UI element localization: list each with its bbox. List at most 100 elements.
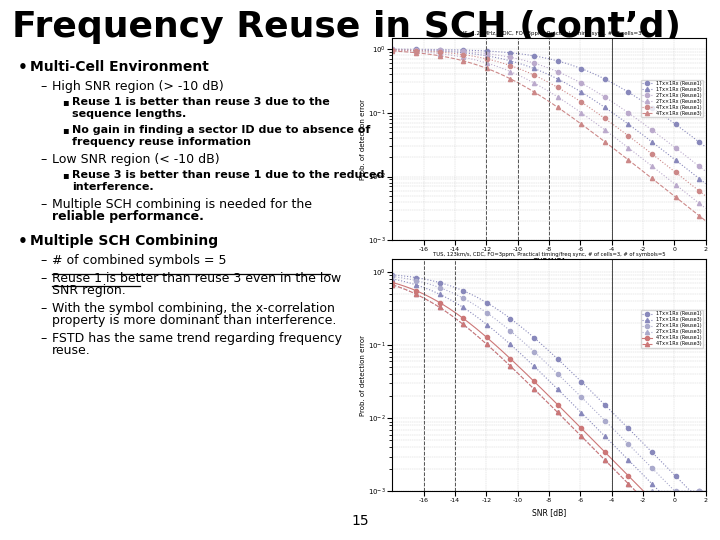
1Tx×1Rx (Reuse1) [388,272,397,278]
1Tx×1Rx (Reuse1) [675,476,683,483]
1Tx×1Rx (Reuse1) [400,273,409,279]
Text: Reuse 1 is better than reuse 3 due to the: Reuse 1 is better than reuse 3 due to th… [72,97,330,107]
Text: –: – [40,332,46,345]
Text: –: – [40,254,46,267]
Text: Multiple SCH combining is needed for the: Multiple SCH combining is needed for the [52,198,312,211]
4Tx×1Rx (Reuse1) [472,53,480,60]
2Tx×1Rx (Reuse3) [388,47,397,53]
Text: SNR region.: SNR region. [52,284,126,297]
Line: 4Tx×1Rx (Reuse3): 4Tx×1Rx (Reuse3) [390,49,708,223]
2Tx×1Rx (Reuse3) [685,193,694,199]
4Tx×1Rx (Reuse1) [662,510,670,517]
2Tx×1Rx (Reuse1) [472,49,480,56]
4Tx×1Rx (Reuse1) [676,510,685,517]
1Tx×1Rx (Reuse3) [675,159,683,166]
Text: Multi-Cell Environment: Multi-Cell Environment [30,60,209,74]
1Tx×1Rx (Reuse1) [400,46,409,52]
2Tx×1Rx (Reuse1) [407,276,415,283]
2Tx×1Rx (Reuse1) [687,488,696,495]
4Tx×1Rx (Reuse3) [407,289,415,295]
1Tx×1Rx (Reuse3) [388,46,397,53]
4Tx×1Rx (Reuse3) [407,49,415,56]
Text: interference.: interference. [72,182,153,192]
1Tx×1Rx (Reuse1) [472,47,480,53]
Line: 1Tx×1Rx (Reuse3): 1Tx×1Rx (Reuse3) [390,277,708,494]
4Tx×1Rx (Reuse3) [472,332,480,338]
Text: ▪: ▪ [62,170,68,180]
X-axis label: SNR[NB]: SNR[NB] [533,257,565,266]
Title: TUS, 123km/s, CDC, FO=3ppm, Practical timing/freq sync, # of cells=3, # of symbo: TUS, 123km/s, CDC, FO=3ppm, Practical ti… [433,252,665,258]
4Tx×1Rx (Reuse1) [685,180,694,187]
4Tx×1Rx (Reuse3) [400,286,409,293]
1Tx×1Rx (Reuse3) [685,168,694,174]
1Tx×1Rx (Reuse1) [407,46,415,52]
1Tx×1Rx (Reuse1) [701,144,710,150]
1Tx×1Rx (Reuse3) [472,51,480,57]
1Tx×1Rx (Reuse3) [407,46,415,53]
Line: 2Tx×1Rx (Reuse1): 2Tx×1Rx (Reuse1) [390,274,708,494]
1Tx×1Rx (Reuse1) [388,46,397,52]
4Tx×1Rx (Reuse1) [687,510,696,517]
Line: 4Tx×1Rx (Reuse1): 4Tx×1Rx (Reuse1) [390,48,708,198]
2Tx×1Rx (Reuse3) [446,312,455,318]
4Tx×1Rx (Reuse3) [388,48,397,54]
Text: –: – [40,302,46,315]
4Tx×1Rx (Reuse3) [676,510,685,517]
1Tx×1Rx (Reuse1) [687,488,696,495]
1Tx×1Rx (Reuse3) [400,46,409,53]
2Tx×1Rx (Reuse1) [675,147,683,154]
4Tx×1Rx (Reuse1) [388,46,397,53]
1Tx×1Rx (Reuse1) [446,46,455,53]
2Tx×1Rx (Reuse1) [407,46,415,53]
2Tx×1Rx (Reuse3) [472,332,480,338]
2Tx×1Rx (Reuse1) [400,275,409,281]
Line: 2Tx×1Rx (Reuse3): 2Tx×1Rx (Reuse3) [390,283,708,494]
Text: –: – [40,272,46,285]
Text: reliable performance.: reliable performance. [52,210,204,223]
4Tx×1Rx (Reuse3) [446,55,455,61]
1Tx×1Rx (Reuse3) [701,488,710,495]
Text: property is more dominant than interference.: property is more dominant than interfere… [52,314,336,327]
Text: High SNR region (> -10 dB): High SNR region (> -10 dB) [52,80,224,93]
Text: –: – [40,153,46,166]
1Tx×1Rx (Reuse3) [656,488,665,495]
2Tx×1Rx (Reuse3) [687,488,696,495]
Line: 2Tx×1Rx (Reuse1): 2Tx×1Rx (Reuse1) [390,48,708,173]
Line: 1Tx×1Rx (Reuse3): 1Tx×1Rx (Reuse3) [390,48,708,186]
Title: TUS, 1.25MHz, CDIC, FO=3ppm, Practical timing sync, # of cells=3: TUS, 1.25MHz, CDIC, FO=3ppm, Practical t… [456,31,642,36]
2Tx×1Rx (Reuse3) [472,57,480,63]
4Tx×1Rx (Reuse1) [407,286,415,292]
1Tx×1Rx (Reuse3) [472,313,480,319]
Line: 2Tx×1Rx (Reuse3): 2Tx×1Rx (Reuse3) [390,48,708,211]
Legend: 1Tx×1Rx (Reuse1), 1Tx×1Rx (Reuse3), 2Tx×1Rx (Reuse1), 2Tx×1Rx (Reuse3), 4Tx×1Rx : 1Tx×1Rx (Reuse1), 1Tx×1Rx (Reuse3), 2Tx×… [641,80,703,117]
X-axis label: SNR [dB]: SNR [dB] [532,508,566,517]
2Tx×1Rx (Reuse3) [400,48,409,54]
2Tx×1Rx (Reuse1) [388,46,397,52]
4Tx×1Rx (Reuse1) [400,283,409,289]
Line: 4Tx×1Rx (Reuse1): 4Tx×1Rx (Reuse1) [390,280,708,516]
Text: ▪: ▪ [62,125,68,135]
2Tx×1Rx (Reuse3) [632,488,641,495]
Text: –: – [40,80,46,93]
2Tx×1Rx (Reuse1) [400,46,409,53]
Text: sequence lengths.: sequence lengths. [72,109,186,119]
Text: No gain in finding a sector ID due to absence of: No gain in finding a sector ID due to ab… [72,125,370,135]
2Tx×1Rx (Reuse3) [701,205,710,212]
1Tx×1Rx (Reuse3) [687,488,696,495]
4Tx×1Rx (Reuse3) [685,205,694,212]
1Tx×1Rx (Reuse1) [701,488,710,495]
2Tx×1Rx (Reuse3) [388,281,397,288]
2Tx×1Rx (Reuse1) [671,488,680,495]
Legend: 1Tx×1Rx (Reuse1), 1Tx×1Rx (Reuse3), 2Tx×1Rx (Reuse1), 2Tx×1Rx (Reuse3), 4Tx×1Rx : 1Tx×1Rx (Reuse1), 1Tx×1Rx (Reuse3), 2Tx×… [641,310,703,348]
4Tx×1Rx (Reuse1) [407,47,415,53]
4Tx×1Rx (Reuse3) [687,510,696,517]
2Tx×1Rx (Reuse1) [685,156,694,162]
Text: –: – [40,198,46,211]
4Tx×1Rx (Reuse3) [654,510,662,517]
4Tx×1Rx (Reuse1) [701,510,710,517]
2Tx×1Rx (Reuse1) [676,488,685,495]
4Tx×1Rx (Reuse1) [675,172,683,178]
2Tx×1Rx (Reuse3) [446,52,455,58]
Text: reuse.: reuse. [52,344,91,357]
2Tx×1Rx (Reuse1) [446,289,455,295]
